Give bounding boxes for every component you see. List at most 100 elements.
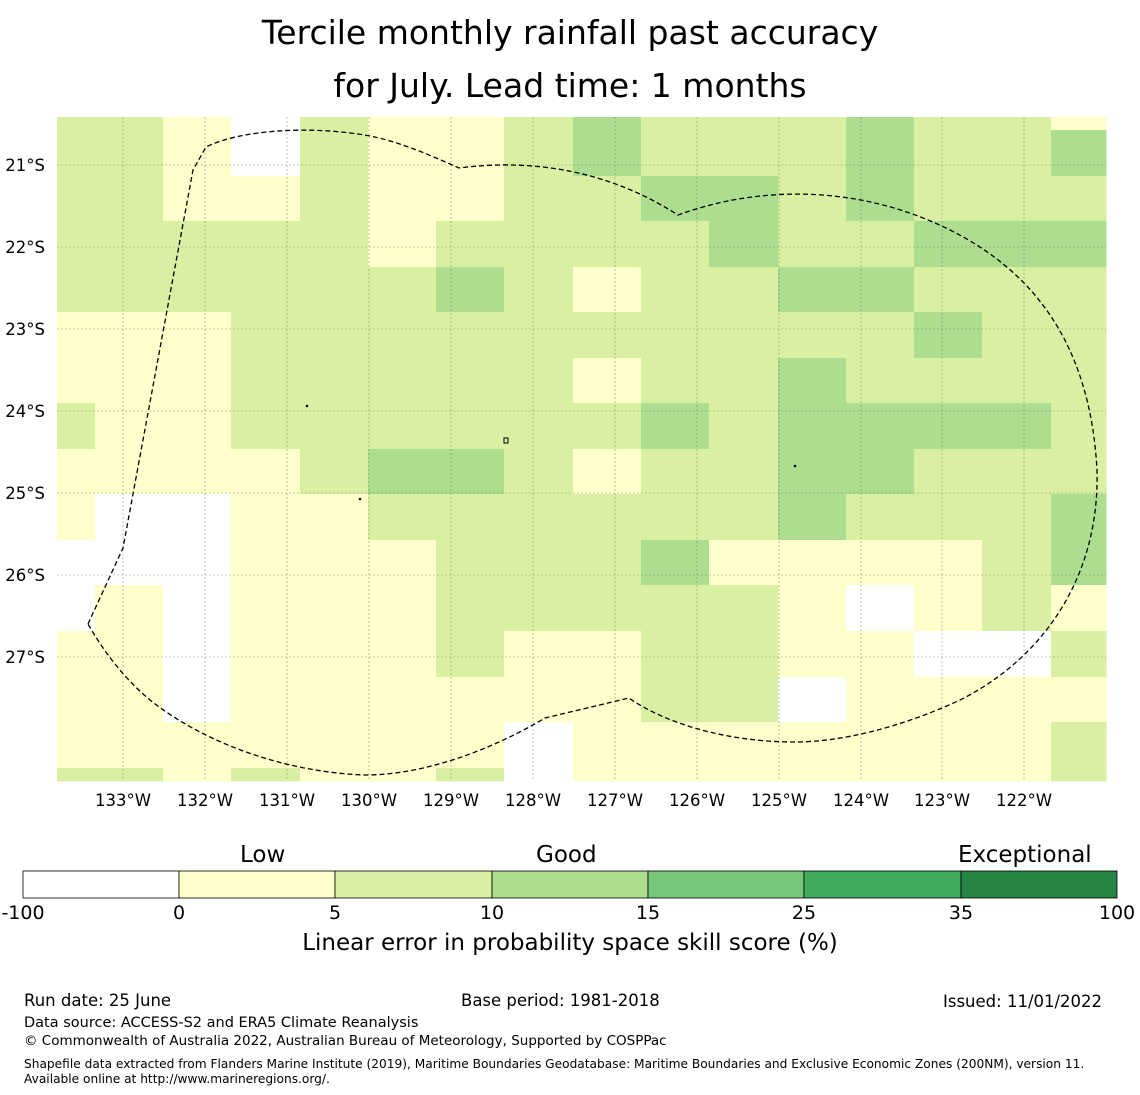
- skill-cell: [57, 267, 96, 313]
- skill-cell: [95, 403, 164, 450]
- skill-cell: [231, 722, 301, 769]
- colorbar-swatch: [803, 870, 962, 899]
- skill-cell: [573, 267, 642, 313]
- skill-cell: [95, 267, 164, 313]
- skill-cell: [95, 117, 164, 131]
- longitude-label: 131°W: [259, 791, 315, 810]
- skill-cell: [504, 358, 574, 404]
- island-marker: [358, 497, 362, 501]
- skill-cell: [300, 267, 369, 313]
- skill-cell: [95, 130, 164, 177]
- skill-cell: [914, 358, 983, 404]
- skill-cell: [709, 358, 779, 404]
- skill-cell: [368, 449, 437, 495]
- graticule: [57, 117, 1106, 781]
- skill-cell: [163, 358, 232, 404]
- skill-cell: [231, 494, 301, 541]
- skill-cell: [368, 312, 437, 359]
- skill-cell: [368, 403, 437, 450]
- skill-cell: [641, 494, 710, 541]
- skill-cell: [914, 312, 983, 359]
- latitude-label: 25°S: [5, 484, 45, 503]
- skill-cell: [709, 221, 779, 268]
- skill-cell: [778, 176, 847, 222]
- skill-cell: [846, 221, 915, 268]
- skill-cell: [1051, 677, 1107, 723]
- skill-cell: [982, 312, 1052, 359]
- skill-cell: [846, 130, 915, 177]
- skill-cell: [573, 677, 642, 723]
- skill-cell: [846, 449, 915, 495]
- skill-cell: [914, 449, 983, 495]
- skill-cell: [163, 585, 232, 632]
- colorbar-tick-label: 100: [1098, 902, 1136, 924]
- latitude-labels: 21°S 22°S 23°S 24°S 25°S 26°S 27°S: [5, 156, 45, 667]
- skill-cell: [709, 267, 779, 313]
- skill-cell: [504, 403, 574, 450]
- skill-cell: [163, 312, 232, 359]
- skill-cell: [163, 221, 232, 268]
- skill-cell: [846, 677, 915, 723]
- skill-cell: [504, 494, 574, 541]
- skill-cell: [641, 176, 710, 222]
- skill-cell: [300, 130, 369, 177]
- colorbar-swatch: [491, 870, 649, 899]
- colorbar-tick-label: 10: [479, 902, 505, 924]
- skill-cell: [709, 130, 779, 177]
- skill-cell: [982, 722, 1052, 769]
- skill-cell: [846, 267, 915, 313]
- latitude-label: 21°S: [5, 156, 45, 175]
- skill-cell: [982, 677, 1052, 723]
- skill-cell: [778, 117, 847, 131]
- skill-cell: [573, 540, 642, 586]
- skill-cell: [95, 631, 164, 678]
- skill-cell: [982, 358, 1052, 404]
- skill-cell: [436, 312, 505, 359]
- skill-cell: [57, 631, 96, 678]
- skill-map: 133°W 132°W 131°W 130°W 129°W 128°W 127°W 126°W…: [5, 117, 1107, 810]
- skill-cell: [778, 358, 847, 404]
- skill-cell: [641, 677, 710, 723]
- skill-cell: [982, 768, 1052, 782]
- island-marker: [793, 464, 797, 468]
- skill-cell: [95, 176, 164, 222]
- skill-cell: [1051, 585, 1107, 632]
- legend-word-low: Low: [240, 842, 286, 868]
- skill-cell: [778, 494, 847, 541]
- skill-cell: [231, 768, 301, 782]
- longitude-label: 122°W: [996, 791, 1052, 810]
- skill-cell: [504, 449, 574, 495]
- skill-cell: [982, 585, 1052, 632]
- skill-cell: [1051, 130, 1107, 177]
- longitude-label: 127°W: [587, 791, 643, 810]
- skill-cell: [641, 267, 710, 313]
- skill-cell: [982, 221, 1052, 268]
- skill-cell: [914, 631, 983, 678]
- skill-cell: [778, 585, 847, 632]
- skill-cell: [846, 768, 915, 782]
- skill-cell: [914, 768, 983, 782]
- skill-cell: [436, 540, 505, 586]
- skill-cell: [57, 130, 96, 177]
- skill-cell: [300, 312, 369, 359]
- skill-cell: [504, 677, 574, 723]
- legend-word-good: Good: [536, 842, 597, 868]
- skill-cell: [57, 768, 96, 782]
- skill-cell: [368, 358, 437, 404]
- skill-cell: [641, 722, 710, 769]
- skill-cell: [95, 768, 164, 782]
- skill-cell: [709, 403, 779, 450]
- skill-cell: [1051, 449, 1107, 495]
- skill-cell: [163, 449, 232, 495]
- skill-cell: [914, 267, 983, 313]
- skill-cell: [163, 117, 232, 131]
- skill-cell: [573, 768, 642, 782]
- skill-cell: [641, 540, 710, 586]
- skill-cell: [982, 540, 1052, 586]
- skill-cell: [504, 631, 574, 678]
- skill-cell: [368, 677, 437, 723]
- latitude-label: 23°S: [5, 320, 45, 339]
- colorbar-tick-label: 35: [948, 902, 974, 924]
- skill-cell: [982, 117, 1052, 131]
- skill-cell: [368, 117, 437, 131]
